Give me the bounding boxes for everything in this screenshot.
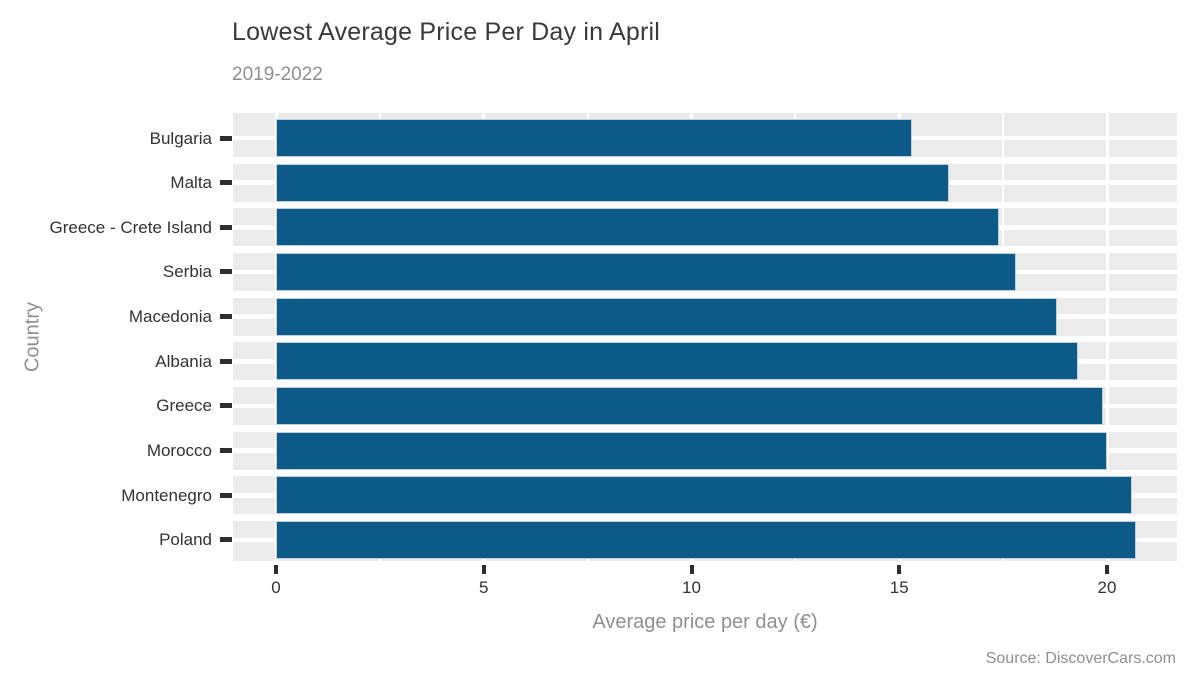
y-axis-tick bbox=[220, 403, 232, 409]
row-boundary-gridline bbox=[233, 335, 1177, 343]
bar bbox=[276, 431, 1107, 470]
bar bbox=[276, 119, 912, 157]
row-boundary-gridline bbox=[233, 424, 1177, 432]
row-boundary-gridline bbox=[233, 380, 1177, 387]
bar bbox=[276, 163, 950, 202]
y-axis-tick bbox=[220, 358, 232, 364]
x-tick-label: 0 bbox=[271, 578, 281, 597]
x-tick-label: 20 bbox=[1097, 578, 1117, 597]
bar bbox=[276, 386, 1103, 425]
y-tick-label: Morocco bbox=[146, 441, 212, 461]
chart-title: Lowest Average Price Per Day in April bbox=[232, 18, 660, 46]
y-tick-label: Malta bbox=[170, 173, 212, 193]
bar bbox=[276, 342, 1078, 381]
bar bbox=[276, 476, 1132, 515]
row-boundary-gridline bbox=[233, 514, 1177, 521]
bar bbox=[276, 520, 1137, 559]
row-boundary-gridline bbox=[233, 469, 1177, 477]
x-tick-label: 15 bbox=[889, 578, 909, 597]
bar bbox=[276, 208, 999, 247]
y-tick-label: Poland bbox=[159, 530, 212, 550]
bar bbox=[276, 252, 1016, 291]
y-tick-label: Greece bbox=[156, 396, 212, 416]
y-tick-label: Bulgaria bbox=[149, 128, 212, 148]
chart-subtitle: 2019-2022 bbox=[232, 64, 323, 85]
y-axis-tick bbox=[220, 269, 232, 275]
y-axis-tick bbox=[220, 448, 232, 454]
plot-panel bbox=[233, 113, 1177, 561]
bar bbox=[276, 297, 1058, 336]
y-axis-tick bbox=[220, 537, 232, 543]
x-tick-label: 5 bbox=[479, 578, 489, 597]
y-axis-tick bbox=[220, 224, 232, 230]
y-axis-tick bbox=[220, 180, 232, 186]
x-tick-label: 10 bbox=[682, 578, 701, 597]
x-axis-title: Average price per day (€) bbox=[592, 611, 818, 633]
row-boundary-gridline bbox=[233, 157, 1177, 164]
y-tick-label: Serbia bbox=[162, 262, 212, 282]
y-tick-label: Greece - Crete Island bbox=[49, 217, 212, 237]
row-boundary-gridline bbox=[233, 290, 1177, 298]
y-tick-label: Macedonia bbox=[128, 307, 212, 327]
y-tick-label: Montenegro bbox=[121, 485, 212, 505]
row-boundary-gridline bbox=[233, 246, 1177, 253]
x-axis-tick bbox=[481, 565, 486, 574]
y-axis-tick bbox=[220, 314, 232, 320]
y-axis-tick bbox=[220, 492, 232, 498]
y-tick-label: Albania bbox=[155, 351, 212, 371]
x-axis-tick bbox=[1105, 565, 1109, 574]
source-credit: Source: DiscoverCars.com bbox=[985, 650, 1176, 667]
y-axis-tick bbox=[220, 135, 232, 141]
x-axis-tick bbox=[897, 565, 902, 574]
row-boundary-gridline bbox=[233, 201, 1177, 209]
x-axis-tick bbox=[689, 565, 694, 574]
x-axis-tick bbox=[274, 565, 278, 574]
